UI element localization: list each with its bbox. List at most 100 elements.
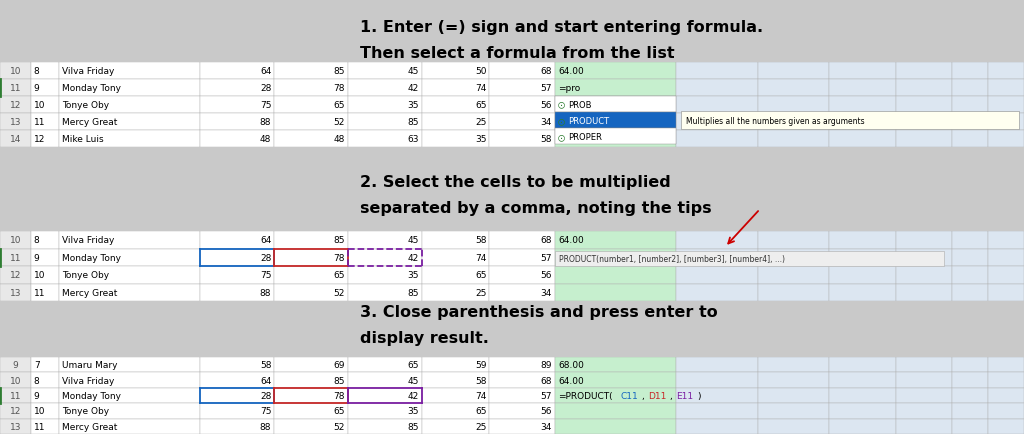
Text: Tonye Oby: Tonye Oby [62, 101, 110, 110]
Bar [952, 419, 988, 434]
Text: 58: 58 [260, 360, 271, 369]
Bar [348, 419, 422, 434]
Bar [555, 249, 676, 266]
Bar [348, 372, 422, 388]
Bar [59, 114, 200, 131]
Text: 10: 10 [9, 67, 22, 76]
Bar [200, 284, 274, 301]
Text: 45: 45 [408, 67, 419, 76]
Text: 25: 25 [475, 422, 486, 431]
Bar [988, 372, 1024, 388]
Text: 78: 78 [334, 253, 345, 262]
Text: =PRODUCT(: =PRODUCT( [558, 391, 612, 400]
Bar [555, 80, 676, 97]
Bar [274, 372, 348, 388]
Bar [348, 403, 422, 419]
Bar [59, 97, 200, 114]
Bar [200, 403, 274, 419]
Bar [422, 249, 489, 266]
Bar [896, 284, 952, 301]
Bar [829, 403, 896, 419]
Bar [489, 97, 555, 114]
Bar [489, 114, 555, 131]
Bar [489, 63, 555, 80]
Bar [348, 231, 422, 249]
Text: =PRODUCT(: =PRODUCT( [558, 253, 612, 262]
Text: 64.00: 64.00 [558, 67, 584, 76]
Bar [0, 357, 31, 372]
Bar [555, 63, 676, 80]
Text: Mike Luis: Mike Luis [62, 135, 104, 144]
Bar [348, 266, 422, 284]
Text: Vilva Friday: Vilva Friday [62, 67, 115, 76]
Bar [200, 266, 274, 284]
Bar [59, 131, 200, 148]
Bar [422, 231, 489, 249]
Bar [348, 357, 422, 372]
Bar [952, 403, 988, 419]
Bar [31, 231, 59, 249]
Bar [896, 114, 952, 131]
Bar [31, 357, 59, 372]
Bar [59, 231, 200, 249]
Bar [274, 97, 348, 114]
Bar [829, 114, 896, 131]
Bar [59, 266, 200, 284]
Bar [896, 388, 952, 403]
Bar [829, 80, 896, 97]
Bar [758, 266, 829, 284]
Bar [422, 63, 489, 80]
Bar [31, 131, 59, 148]
Bar [896, 372, 952, 388]
Bar [59, 419, 200, 434]
Bar [489, 284, 555, 301]
Bar [200, 231, 274, 249]
Bar [829, 372, 896, 388]
Bar [489, 388, 555, 403]
Bar [422, 266, 489, 284]
Bar [896, 131, 952, 148]
Text: 45: 45 [408, 376, 419, 385]
Bar [0, 403, 31, 419]
Bar [758, 63, 829, 80]
Bar [676, 357, 758, 372]
Text: 34: 34 [541, 288, 552, 297]
Bar [988, 284, 1024, 301]
Bar [31, 284, 59, 301]
Text: C11: C11 [621, 391, 639, 400]
Text: 13: 13 [9, 288, 22, 297]
Bar [0, 249, 31, 266]
Bar [988, 357, 1024, 372]
Bar [676, 249, 758, 266]
Text: 42: 42 [408, 84, 419, 93]
Bar [59, 403, 200, 419]
Text: 12: 12 [9, 407, 22, 415]
Bar [829, 63, 896, 80]
Bar [952, 372, 988, 388]
Bar [555, 97, 676, 114]
Text: 12: 12 [34, 135, 45, 144]
Bar [758, 249, 829, 266]
Bar [31, 114, 59, 131]
Bar [829, 249, 896, 266]
Bar [348, 284, 422, 301]
Text: Vilva Friday: Vilva Friday [62, 376, 115, 385]
Text: 34: 34 [541, 422, 552, 431]
Bar [422, 357, 489, 372]
Bar [489, 419, 555, 434]
Text: ⨀: ⨀ [558, 102, 564, 108]
Bar [31, 419, 59, 434]
Bar [489, 357, 555, 372]
Bar [952, 388, 988, 403]
Text: PRODUCT: PRODUCT [568, 116, 609, 125]
Bar [31, 80, 59, 97]
Text: 64: 64 [260, 67, 271, 76]
Bar [0, 97, 31, 114]
Text: 13: 13 [9, 422, 22, 431]
Text: 65: 65 [475, 271, 486, 279]
Bar [422, 388, 489, 403]
Text: 85: 85 [334, 67, 345, 76]
Text: 89: 89 [541, 360, 552, 369]
Bar [0, 388, 31, 403]
Text: Tonye Oby: Tonye Oby [62, 407, 110, 415]
